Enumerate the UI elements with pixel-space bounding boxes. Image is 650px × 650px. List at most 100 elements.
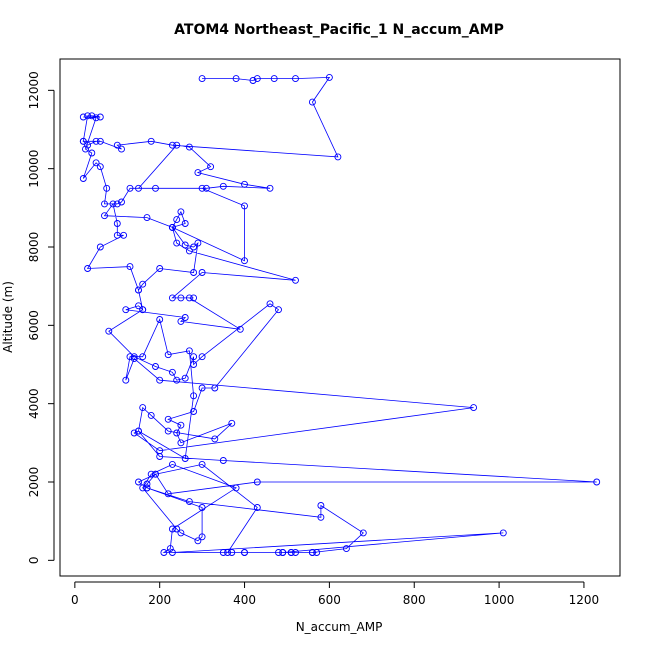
data-point [470, 404, 478, 412]
data-point [211, 435, 219, 443]
data-point [219, 182, 227, 190]
data-point [342, 545, 350, 553]
data-point [130, 355, 138, 363]
data-point [253, 504, 261, 511]
y-tick-label: 4000 [27, 388, 41, 419]
series-group [79, 73, 601, 556]
data-point [96, 243, 104, 251]
data-point [126, 184, 134, 192]
data-point [181, 374, 189, 382]
data-point [147, 470, 155, 478]
data-point [287, 549, 295, 556]
data-point [211, 384, 219, 392]
data-point [308, 98, 316, 106]
data-point [241, 202, 248, 210]
y-tick-label: 2000 [27, 467, 41, 498]
y-tick-label: 10000 [27, 150, 41, 188]
data-point [313, 549, 321, 556]
data-point [139, 404, 147, 412]
data-point [143, 484, 151, 492]
data-point [185, 294, 193, 302]
data-point [168, 294, 176, 302]
y-tick-label: 0 [27, 557, 41, 565]
data-point [113, 220, 121, 227]
data-point [325, 73, 333, 81]
data-point [317, 513, 325, 521]
data-point [177, 529, 185, 537]
data-point [122, 306, 130, 314]
data-point [168, 549, 176, 556]
data-point [185, 143, 193, 151]
data-point [207, 163, 215, 171]
data-point [96, 113, 104, 121]
y-tick-label: 12000 [27, 71, 41, 109]
data-point [113, 200, 121, 208]
data-point [156, 316, 164, 323]
data-point [79, 113, 87, 121]
data-point [84, 265, 92, 272]
data-point [109, 200, 117, 208]
data-point [275, 549, 282, 556]
data-point [334, 153, 342, 161]
data-point [118, 145, 125, 153]
y-axis-label: Altitude (m) [1, 281, 15, 353]
data-point [147, 137, 155, 145]
data-point [139, 484, 147, 492]
x-tick-label: 200 [148, 593, 171, 607]
data-point [118, 198, 125, 206]
plot-frame [59, 58, 621, 577]
data-point [122, 376, 130, 384]
data-point [173, 216, 181, 224]
x-tick-label: 0 [71, 593, 79, 607]
data-point [292, 75, 299, 83]
data-point [177, 317, 185, 325]
data-point [152, 184, 159, 192]
data-point [135, 302, 142, 310]
y-tick-label: 8000 [27, 232, 41, 263]
data-point [156, 376, 164, 384]
data-point [499, 529, 507, 537]
data-point [177, 439, 185, 447]
data-point [224, 549, 232, 556]
data-point [198, 353, 206, 361]
data-point [152, 470, 159, 478]
data-point [228, 419, 236, 427]
data-point [185, 498, 193, 506]
data-point [120, 231, 128, 239]
data-point [103, 184, 111, 192]
data-point [130, 429, 138, 437]
data-point [101, 200, 108, 208]
data-point [143, 214, 151, 222]
data-point [198, 269, 206, 276]
data-point [173, 376, 181, 384]
data-point [317, 502, 325, 509]
y-tick-label: 6000 [27, 310, 41, 341]
axes-group: 0 200 400 600 800 1000 12000200040006000800010… [27, 71, 599, 607]
data-point [164, 415, 172, 423]
data-point [249, 77, 257, 84]
x-tick-label: 600 [318, 593, 341, 607]
data-point [130, 353, 138, 361]
data-point [198, 460, 206, 468]
data-point [156, 265, 164, 272]
data-point [190, 294, 198, 302]
data-point [177, 208, 185, 216]
data-point [219, 549, 227, 556]
data-point [253, 478, 261, 486]
data-point [593, 478, 601, 486]
data-point [101, 212, 108, 220]
data-point [139, 306, 147, 314]
data-point [139, 353, 147, 361]
data-point [292, 549, 299, 556]
data-point [135, 286, 142, 294]
data-point [166, 545, 174, 553]
data-point [92, 137, 100, 145]
data-point [198, 75, 206, 83]
data-point [308, 549, 316, 556]
data-point [168, 141, 176, 149]
data-point [92, 114, 100, 122]
data-point [79, 175, 87, 182]
data-point [152, 363, 159, 370]
data-point [147, 411, 155, 419]
data-point [185, 347, 193, 355]
